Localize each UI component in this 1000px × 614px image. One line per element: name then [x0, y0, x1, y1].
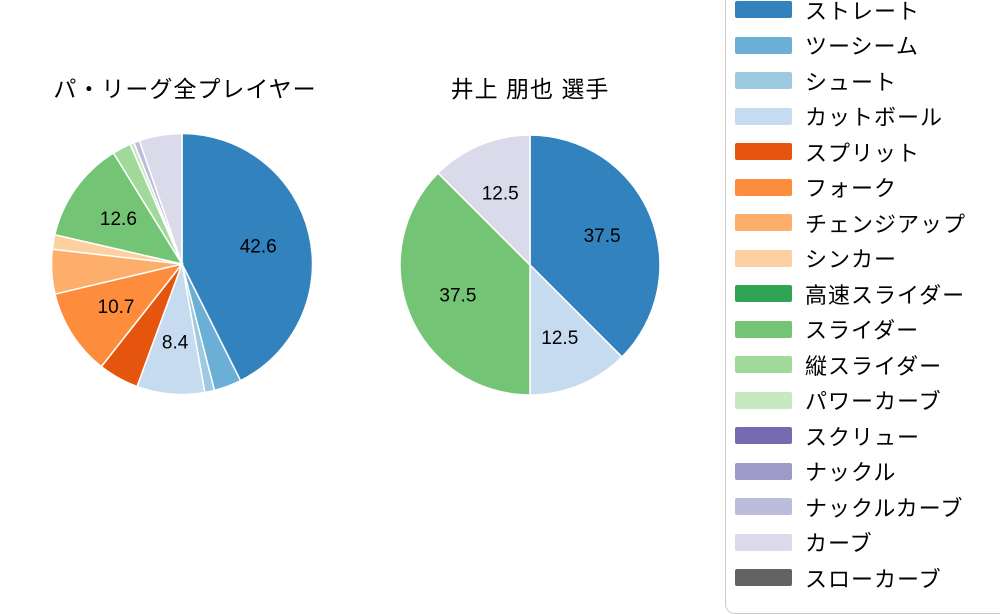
pie-value-label: 37.5: [584, 226, 621, 247]
legend-item: カットボール: [735, 99, 997, 135]
pie-value-label: 10.7: [98, 297, 135, 318]
legend-item: カーブ: [735, 525, 997, 561]
pie-slice: [138, 132, 183, 265]
legend-item: シュート: [735, 63, 997, 99]
legend-item-label: 縦スライダー: [805, 353, 943, 379]
pie-chart-right: 37.5 12.5 37.5 12.5: [399, 134, 661, 396]
legend-swatch: [735, 391, 792, 409]
pie-value-label: 12.6: [100, 209, 137, 230]
legend-swatch: [735, 143, 792, 161]
pie-slice: [529, 263, 623, 396]
legend-item: 高速スライダー: [735, 276, 997, 312]
legend-swatch: [735, 462, 792, 480]
legend-item-label: ナックルカーブ: [805, 495, 964, 521]
pie-value-label: 42.6: [240, 237, 277, 258]
legend-item: フォーク: [735, 170, 997, 206]
legend-item-label: ナックル: [805, 460, 897, 486]
legend-item: チェンジアップ: [735, 205, 997, 241]
pies-canvas: 42.6 8.4 10.7 12.6 37.5 12.5 37.5 12.5: [50, 132, 661, 396]
legend-item-label: シュート: [805, 69, 898, 95]
legend-swatch: [735, 285, 792, 303]
legend-item: パワーカーブ: [735, 383, 997, 419]
left-chart-title: パ・リーグ全プレイヤー: [53, 76, 317, 102]
legend-swatch: [735, 178, 792, 196]
legend-item: スローカーブ: [735, 560, 997, 596]
legend: ストレート ツーシーム シュート カットボール スプリット フォーク チェンジア…: [735, 0, 997, 596]
legend-item-label: チェンジアップ: [805, 211, 967, 237]
pie-slice: [53, 151, 184, 266]
legend-item: 縦スライダー: [735, 347, 997, 383]
legend-item-label: ツーシーム: [805, 34, 919, 60]
legend-item-label: 高速スライダー: [805, 282, 966, 308]
legend-swatch: [735, 533, 792, 551]
legend-item: ストレート: [735, 0, 997, 28]
pie-slice: [437, 134, 531, 267]
legend-item-label: カーブ: [805, 531, 873, 557]
legend-item: ツーシーム: [735, 28, 997, 64]
legend-item: スクリュー: [735, 418, 997, 454]
legend-swatch: [735, 427, 792, 445]
legend-item: ナックル: [735, 454, 997, 490]
legend-item: スプリット: [735, 134, 997, 170]
legend-item-label: スライダー: [805, 318, 920, 344]
legend-swatch: [735, 214, 792, 232]
legend-item: ナックルカーブ: [735, 489, 997, 525]
legend-swatch: [735, 569, 792, 587]
legend-item-label: スローカーブ: [805, 566, 942, 592]
legend-item-label: フォーク: [805, 176, 898, 202]
legend-swatch: [735, 249, 792, 267]
legend-item: スライダー: [735, 312, 997, 348]
legend-swatch: [735, 72, 792, 90]
pie-slice: [181, 132, 314, 382]
legend-swatch: [735, 320, 792, 338]
pie-value-label: 37.5: [439, 285, 476, 306]
legend-item: シンカー: [735, 241, 997, 277]
legend-item-label: シンカー: [805, 247, 898, 273]
pie-slice: [399, 172, 531, 396]
legend-swatch: [735, 107, 792, 125]
legend-swatch: [735, 1, 792, 19]
legend-item-label: スプリット: [805, 140, 921, 166]
legend-item-label: ストレート: [805, 0, 921, 24]
legend-item-label: スクリュー: [805, 424, 921, 450]
pie-chart-left: 42.6 8.4 10.7 12.6: [50, 132, 314, 396]
pie-slice: [54, 262, 184, 368]
legend-swatch: [735, 36, 792, 54]
legend-item-label: カットボール: [805, 105, 944, 131]
legend-swatch: [735, 498, 792, 516]
legend-swatch: [735, 356, 792, 374]
pie-value-label: 12.5: [482, 184, 519, 205]
legend-item-label: パワーカーブ: [805, 389, 942, 415]
pie-value-label: 12.5: [541, 328, 578, 349]
pie-slice: [529, 134, 661, 358]
pie-value-label: 8.4: [162, 333, 189, 354]
right-chart-title: 井上 朋也 選手: [450, 76, 610, 102]
